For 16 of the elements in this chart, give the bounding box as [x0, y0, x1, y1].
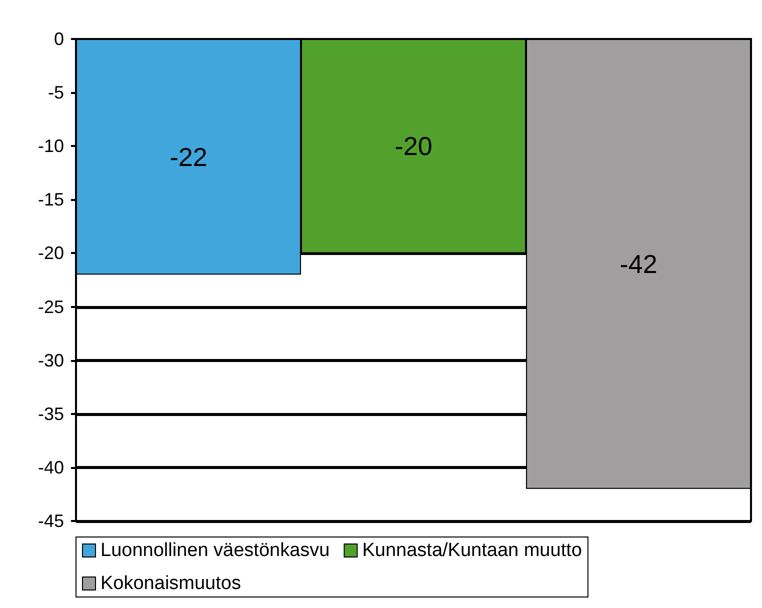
y-tick-label: -45: [38, 511, 64, 531]
data-label: -20: [394, 131, 432, 162]
y-tick-label: 0: [54, 29, 64, 49]
legend-label: Kunnasta/Kuntaan muutto: [362, 540, 582, 561]
y-tick-label: -20: [38, 243, 64, 264]
legend-label: Luonnollinen väestönkasvu: [100, 540, 330, 561]
legend-label: Kokonaismuutos: [100, 573, 241, 594]
y-tick-label: -25: [38, 296, 64, 317]
y-tick-label: -15: [38, 190, 64, 210]
y-tick-label: -10: [38, 136, 64, 156]
y-tick-label: -30: [38, 350, 64, 370]
y-tick-label: -5: [48, 82, 64, 103]
y-tick-label: -35: [38, 404, 64, 424]
data-label: -22: [170, 142, 208, 172]
data-label: -42: [620, 248, 658, 279]
y-tick-label: -40: [38, 457, 64, 478]
